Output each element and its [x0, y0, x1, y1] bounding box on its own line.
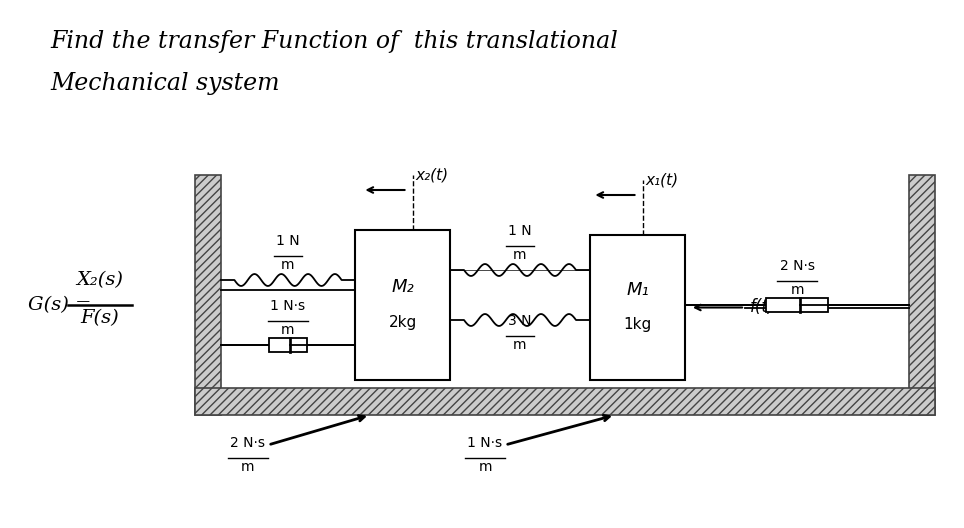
Text: G(s) =: G(s) =	[28, 296, 92, 314]
Text: m: m	[241, 460, 254, 474]
Text: m: m	[478, 460, 492, 474]
Text: 1 N·s: 1 N·s	[271, 299, 306, 313]
Text: Find the transfer Function of  this translational: Find the transfer Function of this trans…	[50, 30, 618, 53]
Text: F(s): F(s)	[81, 309, 120, 327]
Text: Mechanical system: Mechanical system	[50, 72, 280, 95]
Text: f(t): f(t)	[750, 298, 775, 316]
Text: m: m	[281, 258, 295, 272]
Bar	[269, 338, 307, 352]
Text: m: m	[281, 323, 295, 337]
Text: 1 N: 1 N	[277, 234, 300, 248]
Text: m: m	[513, 248, 526, 262]
Bar	[195, 388, 935, 415]
Text: 2 N·s: 2 N·s	[780, 259, 815, 273]
Text: X₂(s): X₂(s)	[76, 271, 123, 289]
Text: m: m	[790, 283, 804, 297]
Text: x₁(t): x₁(t)	[646, 173, 679, 187]
Text: 2kg: 2kg	[388, 316, 416, 331]
Text: 2 N·s: 2 N·s	[230, 436, 265, 450]
Bar	[909, 175, 935, 415]
Bar	[355, 230, 450, 380]
Text: 1 N·s: 1 N·s	[468, 436, 502, 450]
Text: M₁: M₁	[627, 281, 649, 299]
Text: m: m	[513, 338, 526, 352]
Bar	[590, 235, 685, 380]
Text: M₂: M₂	[391, 278, 414, 296]
Bar	[765, 298, 828, 312]
Text: 1 N: 1 N	[508, 224, 532, 238]
Bar	[195, 175, 221, 415]
Text: 3 N: 3 N	[508, 314, 532, 328]
Text: 1kg: 1kg	[624, 317, 652, 333]
Text: x₂(t): x₂(t)	[415, 167, 448, 183]
